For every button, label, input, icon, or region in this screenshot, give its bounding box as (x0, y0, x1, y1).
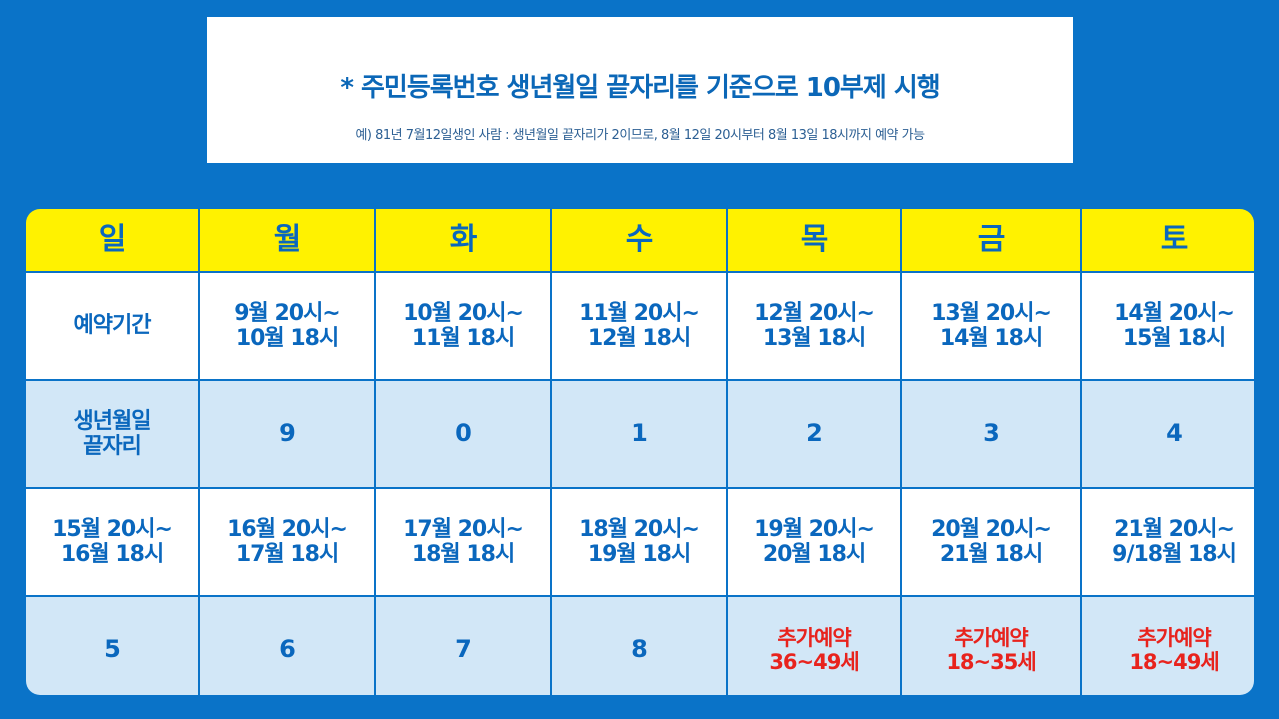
period-end: 12월 18시 (587, 326, 691, 351)
period-start: 15월 20시~ (52, 516, 173, 542)
period-start: 16월 20시~ (227, 516, 348, 542)
period-cell: 18월 20시~ 19월 18시 (552, 489, 726, 595)
period-cell: 15월 20시~ 16월 18시 (26, 489, 198, 595)
period-cell: 9월 20시~ 10월 18시 (200, 273, 374, 379)
period-cell: 13월 20시~ 14월 18시 (902, 273, 1080, 379)
notice-title: * 주민등록번호 생년월일 끝자리를 기준으로 10부제 시행 (340, 73, 940, 103)
digit-cell: 0 (376, 381, 550, 487)
period-start: 20월 20시~ (931, 516, 1052, 542)
digit-cell: 1 (552, 381, 726, 487)
extra-reservation-cell: 추가예약 18~35세 (902, 597, 1080, 695)
period-cell: 11월 20시~ 12월 18시 (552, 273, 726, 379)
period-cell: 21월 20시~ 9/18월 18시 (1082, 489, 1254, 595)
period-cell: 19월 20시~ 20월 18시 (728, 489, 900, 595)
notice-box: * 주민등록번호 생년월일 끝자리를 기준으로 10부제 시행 예) 81년 7… (207, 17, 1073, 163)
period-start: 13월 20시~ (931, 300, 1052, 326)
period-end: 15월 18시 (1122, 326, 1226, 351)
digit-cell: 9 (200, 381, 374, 487)
day-header-wed: 수 (552, 209, 726, 271)
extra-label: 추가예약 (954, 625, 1028, 650)
day-header-mon: 월 (200, 209, 374, 271)
digit-cell: 4 (1082, 381, 1254, 487)
extra-label: 추가예약 (777, 625, 851, 650)
period-end: 9/18월 18시 (1112, 542, 1237, 567)
period-cell: 20월 20시~ 21월 18시 (902, 489, 1080, 595)
period-end: 19월 18시 (587, 542, 691, 567)
period-cell: 14월 20시~ 15월 18시 (1082, 273, 1254, 379)
period-cell: 10월 20시~ 11월 18시 (376, 273, 550, 379)
label-line: 생년월일 (73, 408, 152, 434)
period-start: 9월 20시~ (234, 300, 340, 326)
extra-reservation-cell: 추가예약 18~49세 (1082, 597, 1254, 695)
day-header-thu: 목 (728, 209, 900, 271)
digit-cell: 2 (728, 381, 900, 487)
period-end: 20월 18시 (762, 542, 866, 567)
period-start: 18월 20시~ (579, 516, 700, 542)
extra-age-range: 18~49세 (1129, 650, 1219, 674)
digit-cell: 6 (200, 597, 374, 695)
digit-cell: 8 (552, 597, 726, 695)
period-start: 10월 20시~ (403, 300, 524, 326)
period-end: 11월 18시 (411, 326, 515, 351)
period-end: 16월 18시 (60, 542, 164, 567)
reservation-schedule-table: 일 월 화 수 목 금 토 예약기간 9월 20시~ 10월 18시 10월 2… (26, 209, 1254, 695)
row-label-reservation-period: 예약기간 (26, 273, 198, 379)
row-label-birth-last-digit: 생년월일 끝자리 (26, 381, 198, 487)
period-cell: 12월 20시~ 13월 18시 (728, 273, 900, 379)
period-end: 21월 18시 (939, 542, 1043, 567)
day-header-fri: 금 (902, 209, 1080, 271)
period-start: 12월 20시~ (754, 300, 875, 326)
digit-cell: 3 (902, 381, 1080, 487)
label-line: 끝자리 (83, 434, 142, 459)
digit-cell: 5 (26, 597, 198, 695)
day-header-tue: 화 (376, 209, 550, 271)
period-start: 11월 20시~ (579, 300, 700, 326)
period-end: 14월 18시 (939, 326, 1043, 351)
period-start: 19월 20시~ (754, 516, 875, 542)
period-cell: 17월 20시~ 18월 18시 (376, 489, 550, 595)
period-start: 17월 20시~ (403, 516, 524, 542)
day-header-sun: 일 (26, 209, 198, 271)
period-end: 13월 18시 (762, 326, 866, 351)
day-header-sat: 토 (1082, 209, 1254, 271)
notice-example: 예) 81년 7월12일생인 사람 : 생년월일 끝자리가 2이므로, 8월 1… (355, 128, 925, 143)
extra-age-range: 18~35세 (946, 650, 1036, 674)
extra-label: 추가예약 (1137, 625, 1211, 650)
period-end: 17월 18시 (235, 542, 339, 567)
period-start: 14월 20시~ (1114, 300, 1235, 326)
extra-age-range: 36~49세 (769, 650, 859, 674)
digit-cell: 7 (376, 597, 550, 695)
period-end: 18월 18시 (411, 542, 515, 567)
extra-reservation-cell: 추가예약 36~49세 (728, 597, 900, 695)
period-cell: 16월 20시~ 17월 18시 (200, 489, 374, 595)
period-start: 21월 20시~ (1114, 516, 1235, 542)
period-end: 10월 18시 (235, 326, 339, 351)
